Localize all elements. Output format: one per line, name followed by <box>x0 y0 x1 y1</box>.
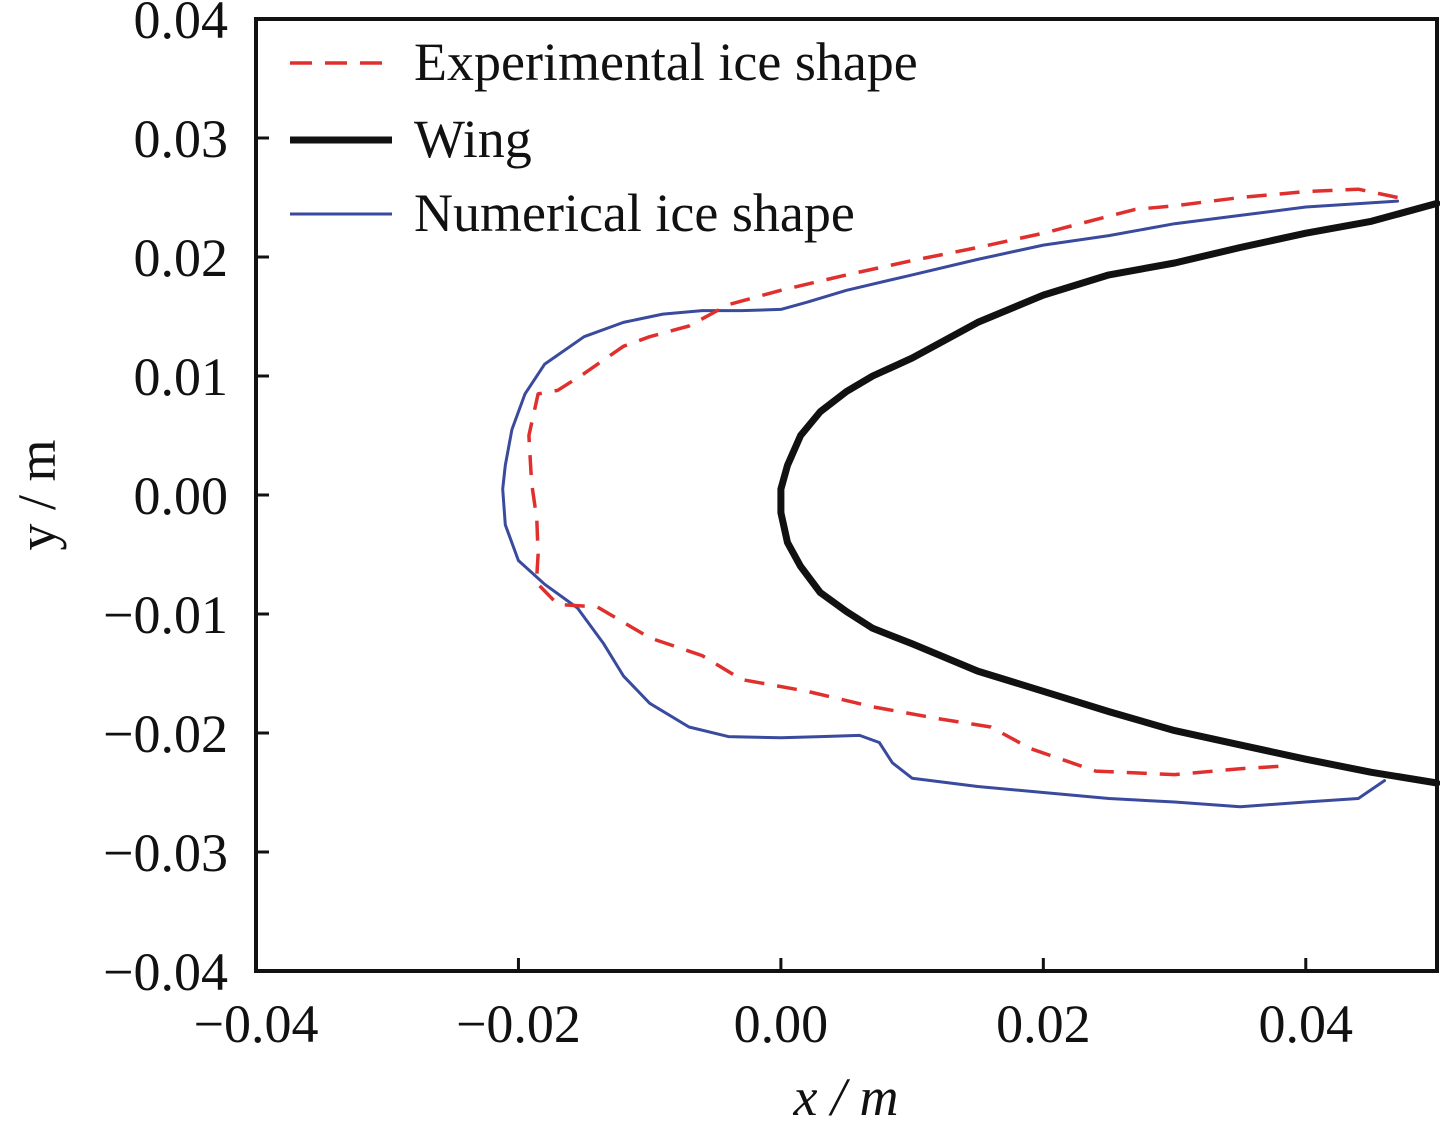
wing-line <box>777 199 1440 787</box>
legend-label-wing: Wing <box>414 109 532 169</box>
legend-label-numerical: Numerical ice shape <box>414 183 855 243</box>
y-tick-label: 0.01 <box>134 347 229 407</box>
x-axis-label: x / m <box>793 1067 899 1121</box>
legend-label-experimental: Experimental ice shape <box>414 32 918 92</box>
series-layer <box>501 187 1440 809</box>
y-tick-label: −0.04 <box>103 942 228 1002</box>
numerical-ice-shape-line <box>501 199 1400 809</box>
tick-labels-layer: −0.04 −0.02 0.00 0.02 0.04 0.04 0.03 0.02 0.01 0.… <box>103 0 1353 1054</box>
ticks-layer <box>254 17 1308 973</box>
y-axis-label: y / m <box>7 439 67 550</box>
y-tick-label: −0.01 <box>103 585 228 645</box>
y-tick-label: 0.00 <box>134 466 229 526</box>
x-tick-label: 0.02 <box>996 994 1091 1054</box>
x-tick-label: 0.00 <box>734 994 829 1054</box>
legend: Experimental ice shape Wing Numerical ic… <box>290 32 918 243</box>
experimental-ice-shape-line <box>527 187 1398 777</box>
y-tick-label: 0.04 <box>134 0 229 50</box>
x-tick-label: 0.04 <box>1259 994 1354 1054</box>
x-tick-label: −0.04 <box>194 994 319 1054</box>
y-tick-label: 0.02 <box>134 228 229 288</box>
y-tick-label: 0.03 <box>134 109 229 169</box>
y-tick-label: −0.02 <box>103 704 228 764</box>
x-tick-label: −0.02 <box>456 994 581 1054</box>
y-tick-label: −0.03 <box>103 823 228 883</box>
